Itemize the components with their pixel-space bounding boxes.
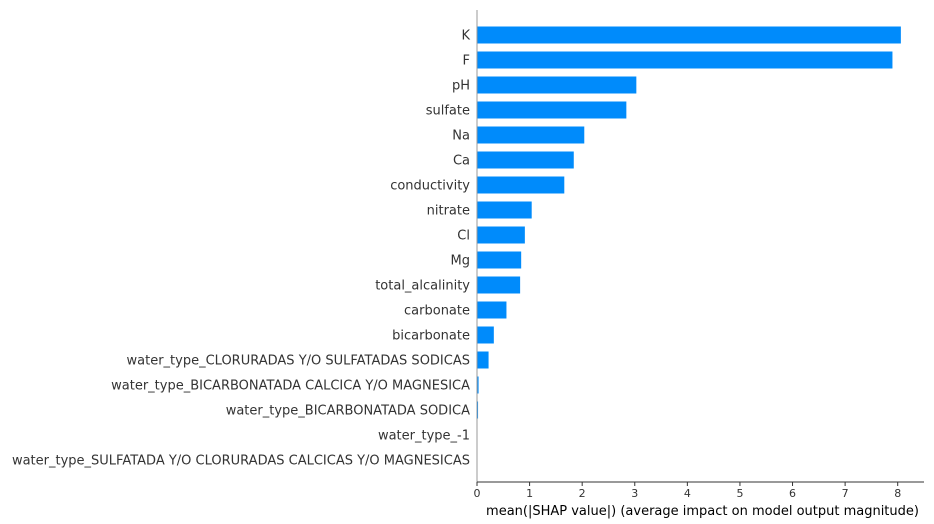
category-label-carbonate: carbonate bbox=[404, 304, 470, 319]
category-label-water-type-bicarbonatada-calcica-y-o-magnesica: water_type_BICARBONATADA CALCICA Y/O MAG… bbox=[111, 379, 470, 394]
x-tick-label: 3 bbox=[631, 487, 638, 500]
bar-total-alcalinity bbox=[477, 276, 521, 294]
category-label-nitrate: nitrate bbox=[427, 204, 470, 219]
x-tick-label: 1 bbox=[526, 487, 533, 500]
bar-f bbox=[477, 51, 893, 69]
bar-cl bbox=[477, 226, 525, 244]
bar-water-type-bicarbonatada-calcica-y-o-magnesica bbox=[477, 376, 479, 394]
x-tick-label: 8 bbox=[894, 487, 901, 500]
x-tick-label: 7 bbox=[842, 487, 849, 500]
bar-ca bbox=[477, 151, 574, 169]
category-label-sulfate: sulfate bbox=[426, 104, 470, 119]
bars-group bbox=[477, 26, 901, 419]
category-label-water-type-bicarbonatada-sodica: water_type_BICARBONATADA SODICA bbox=[226, 404, 470, 419]
bar-water-type-bicarbonatada-sodica bbox=[477, 401, 479, 419]
category-label-water-type-sulfatada-y-o-cloruradas-calcicas-y-o-magnesicas: water_type_SULFATADA Y/O CLORURADAS CALC… bbox=[12, 454, 470, 469]
x-tick-label: 5 bbox=[736, 487, 743, 500]
category-label-water-type-1: water_type_-1 bbox=[378, 429, 470, 444]
bar-bicarbonate bbox=[477, 326, 494, 344]
category-label-ca: Ca bbox=[453, 154, 470, 169]
bar-nitrate bbox=[477, 201, 532, 219]
x-tick-label: 2 bbox=[579, 487, 586, 500]
category-label-water-type-cloruradas-y-o-sulfatadas-sodicas: water_type_CLORURADAS Y/O SULFATADAS SOD… bbox=[127, 354, 470, 369]
category-label-total-alcalinity: total_alcalinity bbox=[375, 279, 470, 294]
x-tick-label: 4 bbox=[684, 487, 691, 500]
category-label-ph: pH bbox=[452, 79, 470, 94]
category-label-cl: Cl bbox=[457, 229, 470, 244]
bar-ph bbox=[477, 76, 637, 94]
category-label-mg: Mg bbox=[451, 254, 470, 269]
bar-sulfate bbox=[477, 101, 627, 119]
category-label-f: F bbox=[463, 54, 470, 69]
x-axis-label: mean(|SHAP value|) (average impact on mo… bbox=[486, 504, 919, 519]
bar-water-type-cloruradas-y-o-sulfatadas-sodicas bbox=[477, 351, 489, 369]
bar-na bbox=[477, 126, 585, 144]
bar-conductivity bbox=[477, 176, 565, 194]
category-label-bicarbonate: bicarbonate bbox=[392, 329, 470, 344]
bar-carbonate bbox=[477, 301, 507, 319]
x-tick-label: 6 bbox=[789, 487, 796, 500]
x-tick-label: 0 bbox=[474, 487, 481, 500]
bar-k bbox=[477, 26, 901, 44]
category-label-k: K bbox=[461, 29, 470, 44]
bar-mg bbox=[477, 251, 522, 269]
category-label-conductivity: conductivity bbox=[390, 179, 470, 194]
x-ticks-group: 0 1 2 3 4 5 6 7 8 bbox=[474, 482, 901, 500]
category-label-na: Na bbox=[452, 129, 470, 144]
